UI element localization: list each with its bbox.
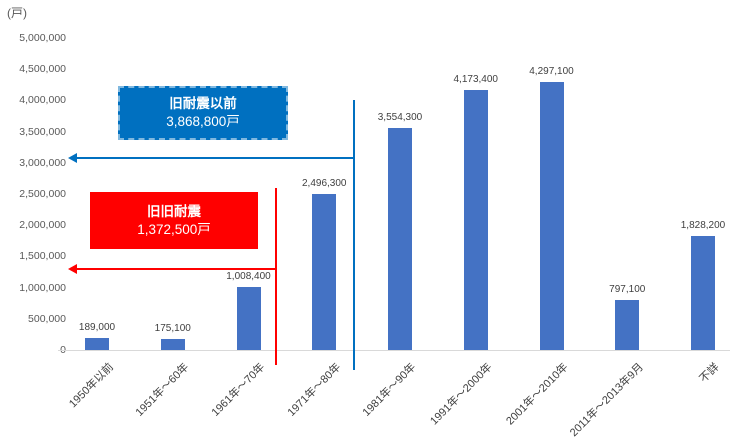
bar — [388, 128, 412, 350]
bar — [312, 194, 337, 350]
y-axis-tick-label: 5,000,000 — [19, 32, 66, 44]
y-axis-tick-label: 4,000,000 — [19, 94, 66, 107]
y-axis-unit-label: (戸) — [7, 6, 27, 20]
x-axis-label: 1971年～80年 — [285, 361, 343, 419]
bar-value-label: 3,554,300 — [377, 112, 423, 124]
old-old-seismic-leader-line — [76, 268, 275, 270]
y-axis-tick-label: 500,000 — [28, 312, 66, 325]
old-old-seismic-callout-title: 旧旧耐震 — [147, 203, 201, 219]
bar — [691, 235, 715, 350]
y-axis-tick-label: 3,000,000 — [19, 156, 66, 169]
bar — [463, 89, 488, 350]
bar — [160, 339, 185, 350]
bar-value-label: 189,000 — [78, 322, 116, 334]
x-axis-label: 1950年以前 — [66, 361, 116, 411]
y-axis-tick-label: 2,000,000 — [19, 219, 66, 232]
bar-value-label: 4,173,400 — [453, 73, 499, 85]
bar — [539, 81, 564, 350]
old-seismic-callout-value: 3,868,800戸 — [166, 114, 240, 129]
x-axis-label: 2011年～2013年9月 — [567, 361, 646, 440]
bar-value-label: 4,297,100 — [529, 65, 574, 77]
old-seismic-callout: 旧耐震以前 3,868,800戸 — [118, 86, 288, 140]
old-seismic-arrowhead-icon — [68, 153, 77, 163]
y-axis-tick-label: 2,500,000 — [19, 188, 66, 200]
old-old-seismic-callout: 旧旧耐震 1,372,500戸 — [90, 192, 258, 249]
x-axis-label: 2001年～2010年 — [503, 361, 571, 428]
y-axis-tick-label: 1,500,000 — [19, 250, 66, 263]
bar-value-label: 175,100 — [154, 323, 191, 335]
old-seismic-callout-title: 旧耐震以前 — [169, 96, 237, 111]
y-axis-tick-label: 0 — [0, 344, 66, 356]
old-old-seismic-arrowhead-icon — [68, 264, 77, 274]
bar — [615, 300, 640, 350]
x-axis-label: 1961年～70年 — [209, 361, 268, 419]
old-seismic-leader-line — [76, 157, 353, 159]
bar-value-label: 1,828,200 — [680, 219, 726, 231]
y-axis-tick-label: 4,500,000 — [19, 63, 66, 76]
x-axis-label: 1981年～90年 — [360, 361, 419, 419]
y-axis-tick-label: 3,500,000 — [19, 125, 66, 138]
old-seismic-divider-line — [353, 100, 355, 370]
x-axis-label: 1991年～2000年 — [427, 361, 495, 428]
bar-value-label: 1,008,400 — [226, 271, 271, 283]
old-old-seismic-callout-value: 1,372,500戸 — [137, 221, 211, 237]
x-axis-label: 1951年～60年 — [133, 361, 192, 419]
y-axis-tick-label: 1,000,000 — [19, 281, 66, 294]
bar — [236, 287, 261, 350]
x-axis-label: 不詳 — [697, 361, 722, 386]
bar-value-label: 2,496,300 — [302, 178, 347, 190]
bar-value-label: 797,100 — [609, 284, 646, 296]
old-old-seismic-divider-line — [275, 188, 277, 365]
bar — [85, 338, 109, 350]
x-axis-line — [58, 350, 730, 351]
